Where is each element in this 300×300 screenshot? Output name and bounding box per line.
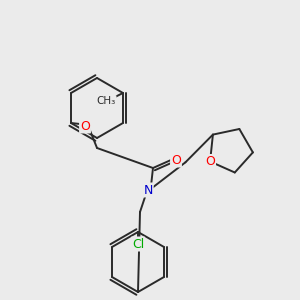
- Text: O: O: [171, 154, 181, 166]
- Text: O: O: [80, 119, 90, 133]
- Text: Cl: Cl: [132, 238, 144, 250]
- Text: N: N: [143, 184, 153, 196]
- Text: CH₃: CH₃: [96, 96, 116, 106]
- Text: O: O: [205, 155, 215, 168]
